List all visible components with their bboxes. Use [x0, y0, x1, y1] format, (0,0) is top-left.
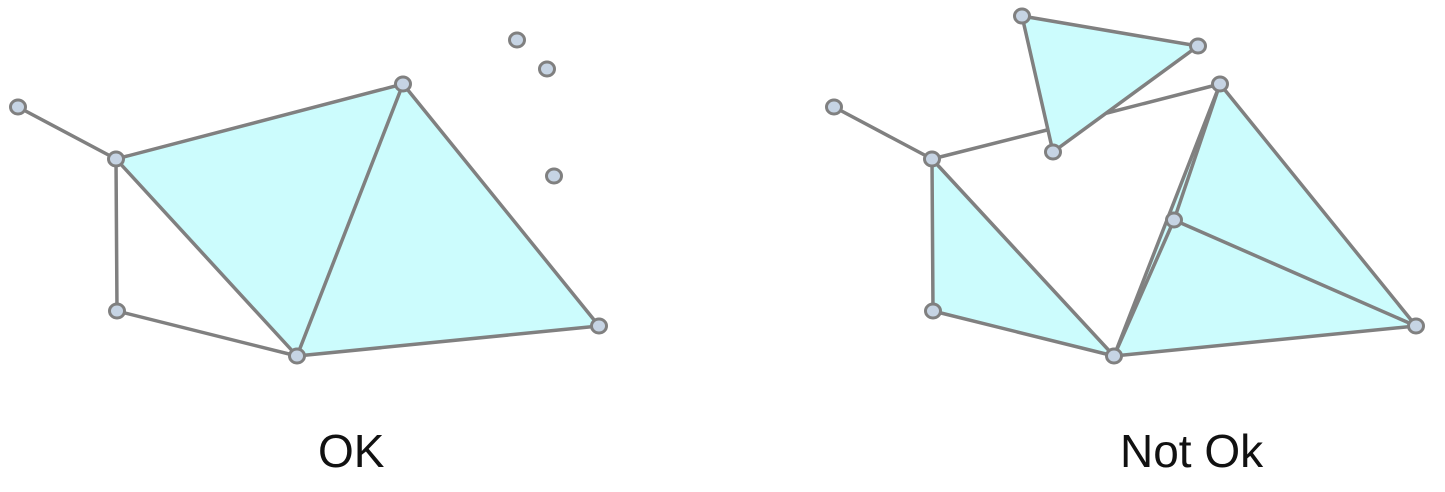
- edge: [1172, 218, 1418, 328]
- triangle: [297, 84, 599, 356]
- vertex: [590, 317, 608, 335]
- edge: [1105, 82, 1222, 115]
- not-ok-caption: Not Ok: [1120, 425, 1264, 477]
- edge: [1020, 14, 1200, 48]
- vertex: [1105, 347, 1123, 365]
- edge: [931, 309, 1116, 358]
- vertex: [1044, 143, 1062, 161]
- vertex: [1013, 7, 1031, 25]
- edge: [114, 82, 405, 161]
- edge: [1112, 324, 1418, 358]
- vertex: [288, 347, 306, 365]
- vertex: [538, 60, 556, 78]
- ok-panel: [9, 31, 608, 365]
- edge: [16, 105, 118, 161]
- vertex: [1165, 211, 1183, 229]
- vertex: [545, 167, 563, 185]
- not-ok-panel: [825, 7, 1425, 365]
- vertex: [394, 75, 412, 93]
- edge: [401, 82, 601, 328]
- edge: [930, 128, 1049, 161]
- edge: [930, 157, 935, 313]
- vertex: [107, 150, 125, 168]
- edge: [295, 324, 601, 358]
- triangle: [116, 84, 403, 356]
- vertex: [508, 31, 526, 49]
- vertex: [1189, 37, 1207, 55]
- edge: [295, 82, 405, 358]
- edge: [1051, 44, 1200, 154]
- edge: [114, 157, 299, 358]
- edge: [930, 157, 1116, 358]
- edge: [115, 309, 299, 358]
- triangle: [1114, 220, 1416, 356]
- ok-caption: OK: [318, 425, 385, 477]
- vertex: [923, 150, 941, 168]
- triangle: [1174, 84, 1416, 326]
- vertex: [9, 98, 27, 116]
- edge: [832, 105, 934, 161]
- edge: [114, 157, 119, 313]
- edge: [1218, 82, 1418, 328]
- vertex: [108, 302, 126, 320]
- vertex: [825, 98, 843, 116]
- vertex: [1211, 75, 1229, 93]
- triangle: [1022, 16, 1198, 152]
- vertex: [924, 302, 942, 320]
- vertex: [1407, 317, 1425, 335]
